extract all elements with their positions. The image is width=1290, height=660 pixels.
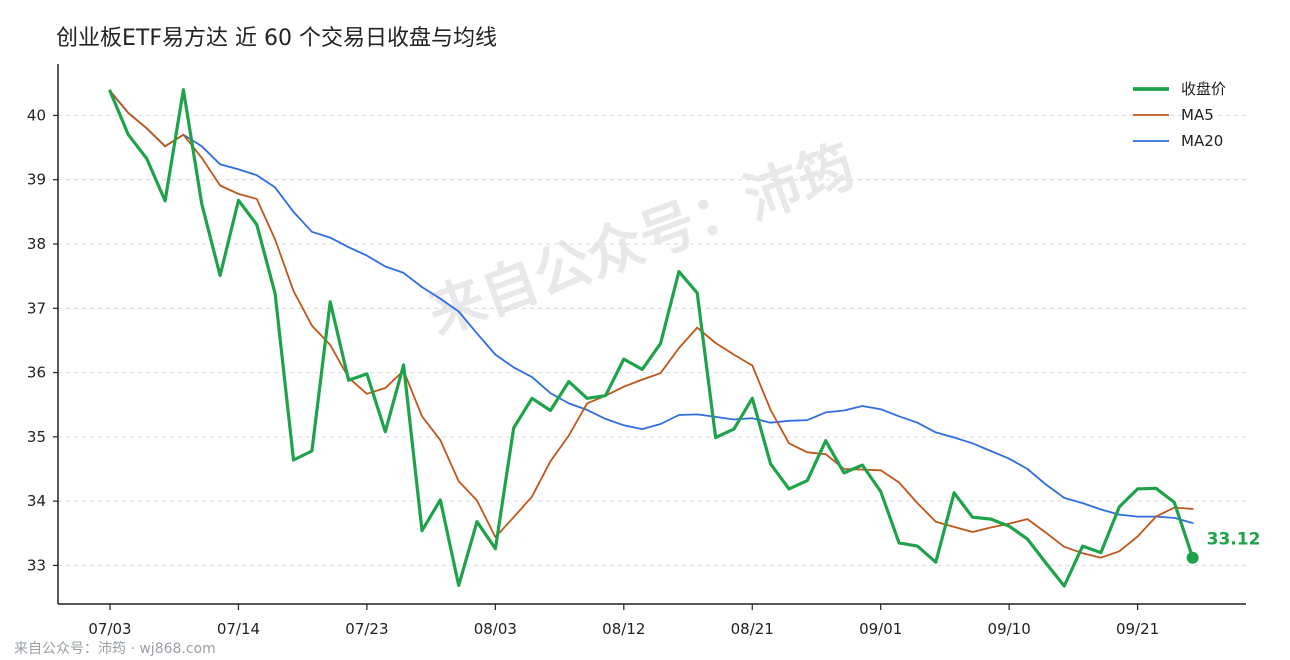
legend-label: MA5: [1181, 106, 1214, 124]
legend-label: 收盘价: [1181, 80, 1226, 98]
gridlines: [58, 114, 1246, 566]
x-tick-label: 07/14: [217, 620, 260, 638]
x-ticks: 07/03 07/14 07/23 08/03 08/12 08/21 09/01 09/10…: [88, 604, 1159, 638]
last-point-dot: [1186, 551, 1199, 564]
y-tick-label: 39: [27, 171, 46, 189]
x-tick-label: 07/23: [345, 620, 388, 638]
y-tick-label: 40: [27, 106, 46, 124]
x-tick-label: 08/12: [602, 620, 645, 638]
x-tick-label: 09/01: [859, 620, 902, 638]
y-tick-label: 37: [27, 299, 46, 317]
y-tick-label: 36: [27, 364, 46, 382]
footer-source: 来自公众号：沛筠 · wj868.com: [14, 641, 216, 657]
series: [108, 88, 1195, 588]
legend-label: MA20: [1181, 132, 1223, 150]
x-tick-label: 09/10: [988, 620, 1031, 638]
series-line-ma20: [109, 90, 1194, 524]
last-value-label: 33.12: [1207, 530, 1261, 550]
y-tick-label: 33: [27, 556, 46, 574]
series-line-close: [108, 88, 1195, 588]
x-tick-label: 09/21: [1116, 620, 1159, 638]
y-tick-label: 35: [27, 428, 46, 446]
y-ticks: 33 34 35 36 37 38 39 40: [27, 106, 58, 574]
x-tick-label: 07/03: [88, 620, 131, 638]
last-point-marker: 33.12: [1186, 530, 1261, 564]
chart-title: 创业板ETF易方达 近 60 个交易日收盘与均线: [56, 26, 497, 51]
x-tick-label: 08/21: [731, 620, 774, 638]
y-tick-label: 34: [27, 492, 46, 510]
series-line-ma5: [109, 90, 1194, 559]
x-tick-label: 08/03: [474, 620, 517, 638]
watermark-text: 来自公众号：沛筠: [420, 133, 863, 347]
legend: 收盘价 MA5 MA20: [1133, 80, 1226, 150]
watermark: 来自公众号：沛筠: [420, 133, 863, 347]
axes: [57, 64, 1246, 605]
y-tick-label: 38: [27, 235, 46, 253]
